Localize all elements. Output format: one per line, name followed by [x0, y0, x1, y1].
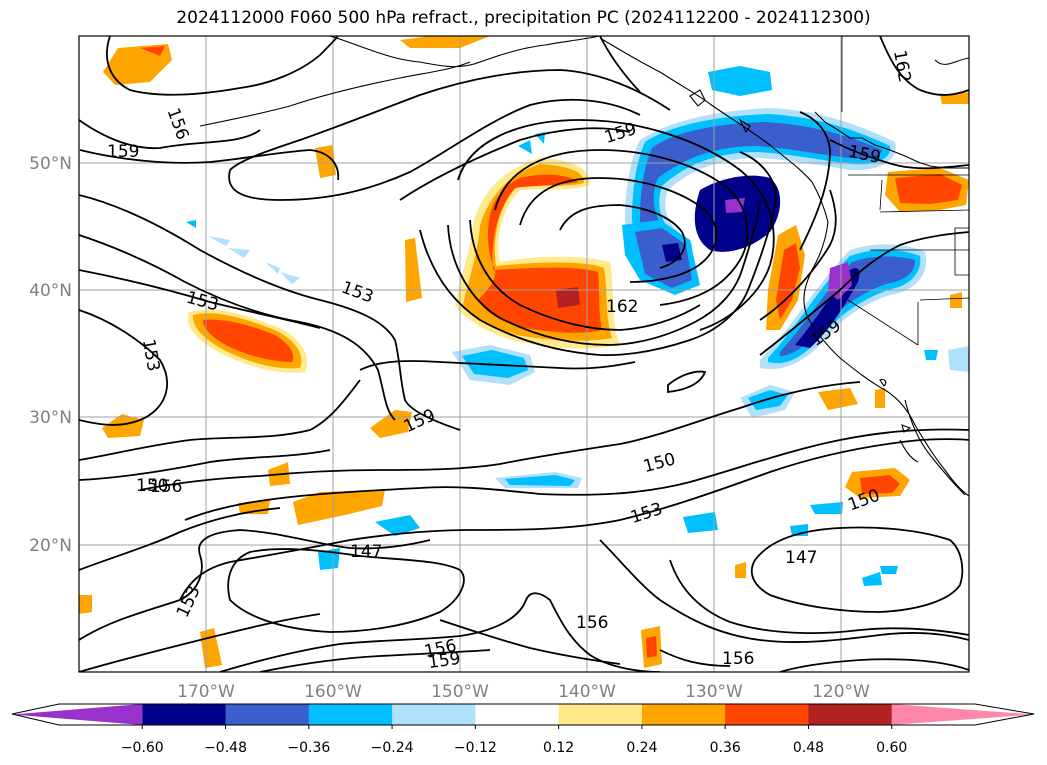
colorbar-tick-label: 0.12: [543, 740, 574, 756]
positive-anomaly-core: [556, 287, 580, 308]
lon-tick-label: 150°W: [431, 682, 489, 702]
small-negative-blob: [862, 572, 882, 586]
small-negative-blob: [208, 236, 230, 246]
chart-title: 2024112000 F060 500 hPa refract., precip…: [176, 8, 871, 28]
small-negative-blob: [683, 512, 718, 533]
contour-label: 159: [107, 142, 139, 162]
small-negative-blob: [280, 272, 300, 284]
colorbar-tick-label: 0.60: [876, 740, 907, 756]
lat-tick-label: 50°N: [29, 154, 72, 174]
small-positive-blob: [102, 414, 144, 438]
colorbar-tick-label: −0.48: [204, 740, 247, 756]
small-positive-blob: [818, 388, 858, 410]
contour-label: 159: [427, 649, 462, 673]
colorbar-tick-label: −0.60: [121, 740, 164, 756]
lon-tick-label: 130°W: [685, 682, 743, 702]
small-positive-blob: [875, 388, 885, 408]
small-negative-blob: [518, 140, 532, 154]
positive-anomaly-coastal-red: [776, 243, 800, 320]
colorbar-tick-label: 0.36: [710, 740, 741, 756]
small-positive-blob: [79, 595, 92, 614]
small-negative-blob: [880, 566, 898, 574]
colorbar-cell: [808, 704, 893, 725]
colorbar-outline: [11, 703, 1035, 726]
small-negative-blob: [375, 515, 420, 536]
small-negative-blob: [948, 346, 969, 372]
colorbar-cell: [392, 704, 476, 725]
colorbar-tick-label: −0.24: [371, 740, 414, 756]
colorbar-cell: [641, 704, 726, 725]
small-negative-blob: [265, 262, 280, 274]
colorbar-extension-high: [891, 704, 1034, 725]
colorbar: −0.60 −0.48 −0.36 −0.24 −0.12 0.12 0.24 0.36 0.4…: [11, 703, 1035, 756]
small-negative-blob: [186, 220, 196, 228]
small-negative-blob: [505, 475, 575, 486]
small-positive-blob: [140, 46, 165, 56]
colorbar-cell: [558, 704, 643, 725]
contour-label: 147: [350, 542, 382, 562]
contour-label: 147: [785, 548, 817, 568]
small-negative-blob: [810, 502, 843, 514]
positive-anomaly-east-red: [895, 174, 962, 204]
small-positive-blob: [646, 636, 657, 658]
small-positive-blob: [103, 44, 172, 85]
lat-tick-label: 40°N: [29, 281, 72, 301]
colorbar-tick-label: 0.48: [793, 740, 824, 756]
colorbar-cell: [308, 704, 393, 725]
negative-anomaly-west-lobe-blue: [635, 228, 692, 288]
small-negative-blob: [228, 248, 250, 258]
colorbar-cell: [725, 704, 809, 725]
small-negative-blob: [318, 548, 340, 570]
coastlines: [199, 36, 969, 497]
small-positive-blob: [293, 490, 385, 525]
contour-label: 156: [150, 477, 182, 497]
lon-tick-label: 120°W: [812, 682, 870, 702]
colorbar-tick-label: −0.12: [454, 740, 497, 756]
map-frame: [78, 35, 970, 673]
lon-tick-label: 160°W: [304, 682, 362, 702]
positive-anomaly-west-red: [203, 319, 294, 362]
lat-tick-label: 30°N: [29, 408, 72, 428]
small-positive-blob: [400, 36, 490, 48]
precipitation-shading: [79, 36, 969, 668]
colorbar-cell: [475, 704, 560, 725]
map-panel: 159 156 153 153 153 159 162 159 159 159 …: [79, 36, 969, 673]
small-positive-blob: [950, 292, 962, 308]
colorbar-tick-label: −0.36: [287, 740, 330, 756]
small-positive-blob: [405, 238, 422, 302]
colorbar-extension-low: [12, 704, 143, 725]
refractivity-contours: [79, 36, 969, 672]
contour-label: 156: [576, 613, 608, 633]
latitude-ticks: 50°N 40°N 30°N 20°N: [29, 154, 72, 556]
contour-label: 150: [136, 476, 168, 496]
small-positive-blob: [735, 562, 746, 578]
colorbar-cell: [142, 704, 227, 725]
small-negative-blob: [924, 350, 938, 360]
longitude-ticks: 170°W 160°W 150°W 140°W 130°W 120°W: [177, 682, 870, 702]
contour-label: 162: [606, 297, 638, 317]
positive-anomaly-southeast-red: [860, 475, 900, 494]
lon-tick-label: 140°W: [558, 682, 616, 702]
colorbar-cell: [225, 704, 310, 725]
small-positive-blob: [315, 145, 336, 178]
small-negative-blob: [748, 390, 788, 410]
lat-tick-label: 20°N: [29, 536, 72, 556]
contour-label: 156: [722, 649, 754, 669]
colorbar-tick-label: 0.24: [626, 740, 657, 756]
negative-anomaly-top-right: [708, 66, 772, 96]
lon-tick-label: 170°W: [177, 682, 235, 702]
negative-anomaly-west-lobe-core: [662, 243, 682, 262]
